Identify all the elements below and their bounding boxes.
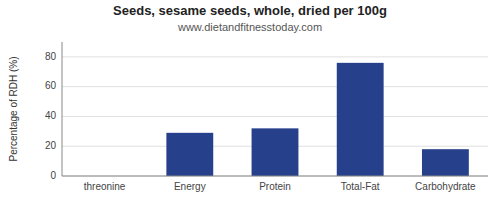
grid-line (62, 176, 488, 177)
grid-line (62, 56, 488, 57)
y-axis-label: Percentage of RDH (%) (8, 56, 19, 161)
x-axis-line (62, 176, 488, 177)
bars (166, 63, 468, 176)
y-tick-label: 80 (45, 51, 57, 62)
grid-line (62, 86, 488, 87)
x-tick-label: threonine (84, 181, 126, 192)
bar (166, 133, 213, 176)
title: Seeds, sesame seeds, whole, dried per 10… (113, 3, 387, 18)
bar (422, 149, 469, 176)
x-tick-label: Carbohydrate (415, 181, 476, 192)
page: {"chart_data": {"type": "bar", "title": … (0, 0, 500, 200)
y-tick-label: 0 (50, 170, 56, 181)
x-tick-label: Total-Fat (341, 181, 380, 192)
bar (337, 63, 384, 176)
subtitle: www.dietandfitnesstoday.com (177, 21, 322, 33)
y-tick-label: 40 (45, 110, 57, 121)
y-tick-label: 20 (45, 140, 57, 151)
x-tick-label: Protein (259, 181, 291, 192)
x-tick-label: Energy (174, 181, 206, 192)
chart: Seeds, sesame seeds, whole, dried per 10… (0, 0, 500, 200)
y-tick-label: 60 (45, 80, 57, 91)
grid-line (62, 116, 488, 117)
y-axis-line (62, 42, 63, 176)
bar (252, 128, 299, 176)
